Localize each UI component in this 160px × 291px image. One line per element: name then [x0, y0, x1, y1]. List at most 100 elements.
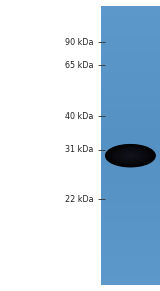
Bar [101, 251, 160, 252]
Bar [101, 184, 160, 185]
Bar [101, 132, 160, 133]
Bar [101, 216, 160, 217]
Bar [101, 172, 160, 173]
Bar [101, 236, 160, 237]
Bar [101, 22, 160, 23]
Ellipse shape [128, 155, 133, 157]
Bar [101, 121, 160, 123]
Bar [101, 6, 160, 7]
Bar [101, 190, 160, 191]
Bar [101, 267, 160, 268]
Bar [101, 231, 160, 232]
Bar [101, 95, 160, 96]
Bar [101, 15, 160, 16]
Bar [101, 26, 160, 27]
Bar [101, 101, 160, 102]
Bar [101, 38, 160, 39]
Bar [101, 164, 160, 165]
Bar [101, 244, 160, 245]
Bar [101, 253, 160, 254]
Bar [101, 269, 160, 271]
Bar [101, 180, 160, 181]
Bar [101, 167, 160, 168]
Bar [101, 173, 160, 174]
Bar [101, 74, 160, 75]
Bar [101, 147, 160, 148]
Bar [101, 252, 160, 253]
Bar [101, 10, 160, 11]
Bar [101, 87, 160, 88]
Bar [101, 147, 160, 148]
Bar [101, 93, 160, 95]
Bar [101, 146, 160, 147]
Bar [101, 126, 160, 127]
Bar [101, 235, 160, 236]
Ellipse shape [120, 151, 140, 160]
Bar [101, 270, 160, 271]
Bar [101, 240, 160, 241]
Bar [101, 62, 160, 63]
Bar [101, 138, 160, 139]
Bar [101, 274, 160, 275]
Bar [101, 178, 160, 179]
Bar [101, 96, 160, 97]
Bar [101, 205, 160, 206]
Bar [101, 133, 160, 134]
Bar [101, 160, 160, 161]
Bar [101, 245, 160, 246]
Bar [101, 281, 160, 282]
Bar [101, 248, 160, 249]
Bar [101, 17, 160, 18]
Bar [101, 275, 160, 276]
Bar [101, 148, 160, 149]
Bar [101, 114, 160, 116]
Ellipse shape [116, 149, 145, 162]
Bar [101, 9, 160, 10]
Bar [101, 283, 160, 284]
Bar [101, 239, 160, 240]
Bar [101, 280, 160, 281]
Bar [101, 206, 160, 207]
Bar [101, 8, 160, 9]
Bar [101, 131, 160, 132]
Bar [101, 196, 160, 197]
Bar [101, 65, 160, 67]
Bar [101, 170, 160, 171]
Bar [101, 165, 160, 166]
Bar [101, 182, 160, 183]
Bar [101, 63, 160, 65]
Bar [101, 124, 160, 125]
Bar [101, 107, 160, 108]
Bar [101, 104, 160, 105]
Bar [101, 69, 160, 70]
Bar [101, 200, 160, 201]
Bar [101, 16, 160, 17]
Bar [101, 128, 160, 129]
Bar [101, 34, 160, 35]
Bar [101, 232, 160, 233]
Bar [101, 38, 160, 39]
Bar [101, 110, 160, 111]
Bar [101, 209, 160, 210]
Bar [101, 138, 160, 139]
Bar [101, 131, 160, 132]
Bar [101, 19, 160, 20]
Bar [101, 159, 160, 160]
Bar [101, 192, 160, 193]
Bar [101, 268, 160, 269]
Bar [101, 89, 160, 90]
Bar [101, 86, 160, 87]
Bar [101, 70, 160, 71]
Bar [101, 32, 160, 33]
Bar [101, 80, 160, 81]
Bar [101, 257, 160, 258]
Bar [101, 141, 160, 142]
Bar [101, 230, 160, 231]
Bar [101, 110, 160, 111]
Bar [101, 188, 160, 189]
Bar [101, 223, 160, 224]
Bar [101, 90, 160, 91]
Bar [101, 119, 160, 120]
Bar [101, 244, 160, 245]
Bar [101, 127, 160, 128]
